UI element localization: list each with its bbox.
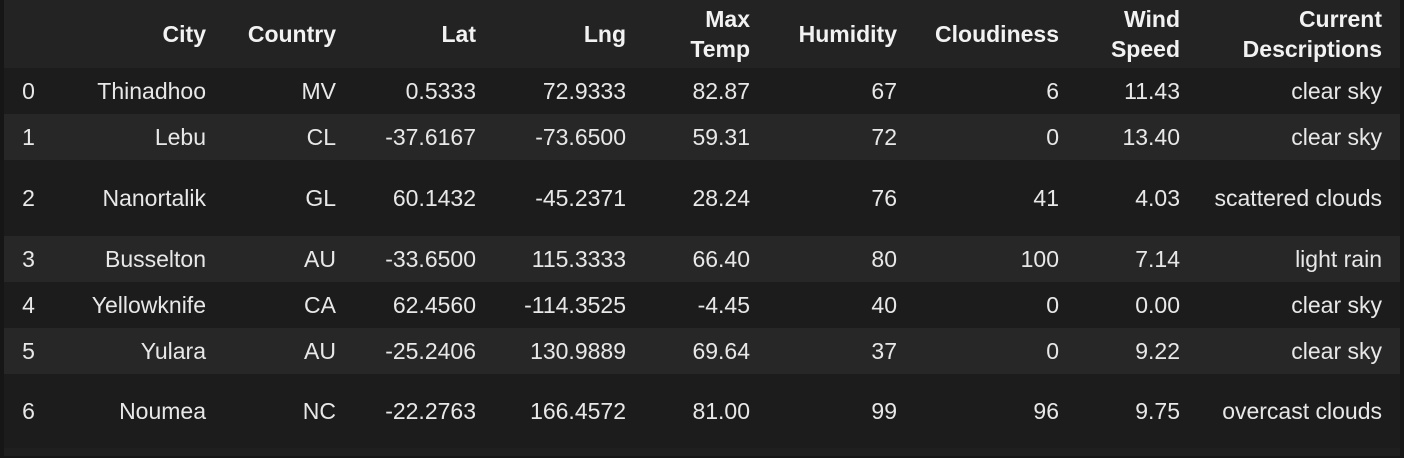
cell-lat: 62.4560 xyxy=(392,292,476,318)
cell-lng: -73.6500 xyxy=(535,124,626,150)
column-header-city: City xyxy=(162,21,206,47)
weather-dataframe-table: City Country Lat Lng Max Temp Humidity C… xyxy=(4,0,1400,448)
cell-lat: -25.2406 xyxy=(385,338,476,364)
cell-lat: -22.2763 xyxy=(385,398,476,424)
table-row: 1 Lebu CL -37.6167 -73.6500 59.31 72 0 1… xyxy=(4,114,1400,160)
cell-description: scattered clouds xyxy=(1214,185,1382,211)
cell-cloudiness: 41 xyxy=(1033,185,1059,211)
cell-humidity: 76 xyxy=(871,185,897,211)
cell-description: clear sky xyxy=(1291,124,1382,150)
cell-wind-speed: 7.14 xyxy=(1135,246,1180,272)
row-index: 5 xyxy=(22,338,35,364)
cell-city: Thinadhoo xyxy=(97,78,206,104)
cell-country: AU xyxy=(304,246,336,272)
cell-max-temp: -4.45 xyxy=(697,292,750,318)
cell-city: Noumea xyxy=(119,398,206,424)
cell-country: MV xyxy=(301,78,337,104)
cell-max-temp: 69.64 xyxy=(692,338,750,364)
column-header-current-descriptions: Current Descriptions xyxy=(1242,6,1382,62)
cell-lat: -37.6167 xyxy=(385,124,476,150)
column-header-index xyxy=(4,0,59,68)
cell-wind-speed: 0.00 xyxy=(1135,292,1180,318)
cell-humidity: 40 xyxy=(871,292,897,318)
column-header-wind-speed: Wind Speed xyxy=(1110,6,1180,62)
cell-description: overcast clouds xyxy=(1222,398,1382,424)
table-bottom-edge xyxy=(4,448,1400,456)
table-header-row: City Country Lat Lng Max Temp Humidity C… xyxy=(4,0,1400,68)
cell-humidity: 67 xyxy=(871,78,897,104)
cell-lat: -33.6500 xyxy=(385,246,476,272)
row-index: 2 xyxy=(22,185,35,211)
table-row: 3 Busselton AU -33.6500 115.3333 66.40 8… xyxy=(4,236,1400,282)
cell-max-temp: 82.87 xyxy=(692,78,750,104)
row-index: 0 xyxy=(22,78,35,104)
cell-city: Yellowknife xyxy=(91,292,206,318)
column-header-country: Country xyxy=(247,21,336,47)
cell-max-temp: 28.24 xyxy=(692,185,750,211)
table-row: 2 Nanortalik GL 60.1432 -45.2371 28.24 7… xyxy=(4,160,1400,236)
cell-max-temp: 81.00 xyxy=(692,398,750,424)
column-header-lng: Lng xyxy=(583,21,626,47)
cell-country: CA xyxy=(304,292,336,318)
cell-description: clear sky xyxy=(1291,338,1382,364)
cell-description: clear sky xyxy=(1291,292,1382,318)
cell-country: AU xyxy=(304,338,336,364)
cell-lng: -114.3525 xyxy=(524,292,626,318)
cell-city: Nanortalik xyxy=(102,185,206,211)
cell-country: GL xyxy=(305,185,336,211)
column-header-humidity: Humidity xyxy=(798,21,897,47)
cell-cloudiness: 0 xyxy=(1046,292,1059,318)
table-row: 0 Thinadhoo MV 0.5333 72.9333 82.87 67 6… xyxy=(4,68,1400,114)
cell-cloudiness: 0 xyxy=(1046,124,1059,150)
cell-cloudiness: 96 xyxy=(1033,398,1059,424)
row-index: 3 xyxy=(22,246,35,272)
cell-humidity: 80 xyxy=(871,246,897,272)
cell-city: Busselton xyxy=(104,246,206,272)
cell-city: Lebu xyxy=(154,124,206,150)
row-index: 4 xyxy=(22,292,35,318)
cell-wind-speed: 11.43 xyxy=(1124,78,1180,104)
cell-city: Yulara xyxy=(140,338,206,364)
cell-wind-speed: 4.03 xyxy=(1135,185,1180,211)
cell-lng: 166.4572 xyxy=(530,398,626,424)
cell-description: clear sky xyxy=(1291,78,1382,104)
column-header-max-temp: Max Temp xyxy=(690,6,750,62)
table-row: 5 Yulara AU -25.2406 130.9889 69.64 37 0… xyxy=(4,328,1400,374)
cell-lat: 60.1432 xyxy=(392,185,476,211)
cell-humidity: 99 xyxy=(871,398,897,424)
cell-lat: 0.5333 xyxy=(405,78,476,104)
cell-max-temp: 59.31 xyxy=(692,124,750,150)
cell-humidity: 72 xyxy=(871,124,897,150)
cell-max-temp: 66.40 xyxy=(692,246,750,272)
row-index: 1 xyxy=(22,124,35,150)
table-row: 4 Yellowknife CA 62.4560 -114.3525 -4.45… xyxy=(4,282,1400,328)
cell-cloudiness: 6 xyxy=(1046,78,1059,104)
cell-country: CL xyxy=(306,124,336,150)
column-header-cloudiness: Cloudiness xyxy=(935,21,1059,47)
cell-lng: 72.9333 xyxy=(542,78,626,104)
cell-lng: 130.9889 xyxy=(530,338,626,364)
column-header-lat: Lat xyxy=(441,21,477,47)
cell-wind-speed: 13.40 xyxy=(1122,124,1180,150)
cell-description: light rain xyxy=(1295,246,1382,272)
cell-wind-speed: 9.75 xyxy=(1135,398,1180,424)
cell-country: NC xyxy=(302,398,336,424)
cell-wind-speed: 9.22 xyxy=(1135,338,1180,364)
cell-lng: -45.2371 xyxy=(535,185,626,211)
table-row: 6 Noumea NC -22.2763 166.4572 81.00 99 9… xyxy=(4,374,1400,448)
cell-humidity: 37 xyxy=(871,338,897,364)
row-index: 6 xyxy=(22,398,35,424)
cell-lng: 115.3333 xyxy=(531,246,626,272)
cell-cloudiness: 100 xyxy=(1020,246,1059,272)
cell-cloudiness: 0 xyxy=(1046,338,1059,364)
